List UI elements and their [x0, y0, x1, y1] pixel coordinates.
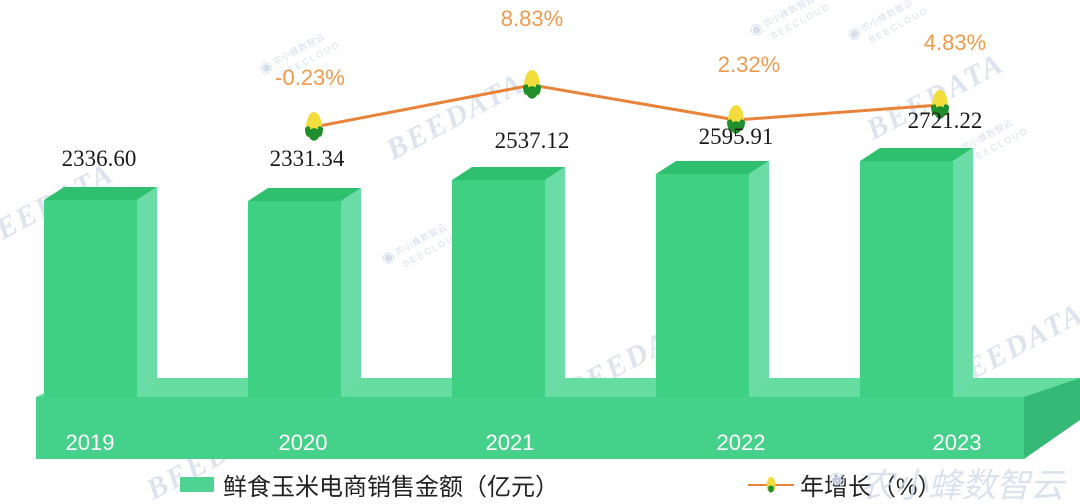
bar-side-face: [953, 148, 973, 397]
bar-side-face: [137, 187, 157, 397]
bar-front-face: [656, 174, 749, 397]
bar-side-face: [545, 167, 565, 397]
bar-value-label: 2721.22: [907, 108, 983, 133]
bar-top-face: [452, 167, 565, 180]
platform-front-face: [36, 397, 1024, 459]
legend-item-bar[interactable]: 鲜食玉米电商销售金额（亿元）: [180, 467, 559, 502]
growth-line: [313, 83, 941, 129]
bar-value-label: 2336.60: [61, 146, 137, 171]
bar-value-label: 2595.91: [698, 124, 774, 149]
bar-2019: [44, 187, 157, 397]
growth-line-series: [305, 70, 949, 141]
bar-value-label: 2537.12: [494, 128, 570, 153]
bar-front-face: [44, 200, 137, 397]
legend-label-bar: 鲜食玉米电商销售金额（亿元）: [223, 474, 559, 501]
bar-2022: [656, 161, 769, 397]
x-axis-label-2019: 2019: [65, 430, 115, 455]
corn-marker-icon: [523, 70, 541, 99]
bar-side-face: [749, 161, 769, 397]
legend-item-line[interactable]: 年增长（%）: [748, 467, 941, 502]
bar-front-face: [248, 201, 341, 397]
bar-top-face: [44, 187, 157, 200]
bar-2021: [452, 167, 565, 397]
legend-line-marker: [748, 476, 794, 493]
bar-front-face: [452, 180, 545, 397]
corn-marker-icon: [931, 90, 949, 119]
legend-swatch-bar: [180, 477, 214, 492]
x-axis-label-2022: 2022: [716, 430, 766, 455]
x-axis-label-2021: 2021: [485, 430, 535, 455]
bar-top-face: [860, 148, 973, 161]
x-axis-label-2020: 2020: [278, 430, 328, 455]
corn-marker-icon: [305, 112, 323, 141]
bar-value-label: 2331.34: [269, 146, 345, 171]
bar-side-face: [341, 188, 361, 397]
growth-value-label: 2.32%: [717, 52, 781, 77]
chart-legend: 鲜食玉米电商销售金额（亿元） 年增长（%） 农小蜂数智云: [0, 462, 1080, 504]
corn-marker-icon: [727, 105, 745, 134]
bar-top-face: [248, 188, 361, 201]
platform-right-face: [1024, 378, 1080, 459]
bars-group: [44, 148, 973, 397]
bar-2020: [248, 188, 361, 397]
growth-value-label: -0.23%: [275, 65, 345, 90]
legend-label-line: 年增长（%）: [800, 474, 942, 501]
bar-front-face: [860, 161, 953, 397]
bar-top-face: [656, 161, 769, 174]
bar-2023: [860, 148, 973, 397]
x-axis-label-2023: 2023: [932, 430, 982, 455]
growth-value-label: 8.83%: [500, 6, 564, 31]
plot-area: 2336.60 2331.34 2537.12 2595.91 2721.22 …: [36, 6, 1080, 459]
corn-marker-icon: [766, 476, 776, 493]
growth-value-label: 4.83%: [923, 30, 987, 55]
